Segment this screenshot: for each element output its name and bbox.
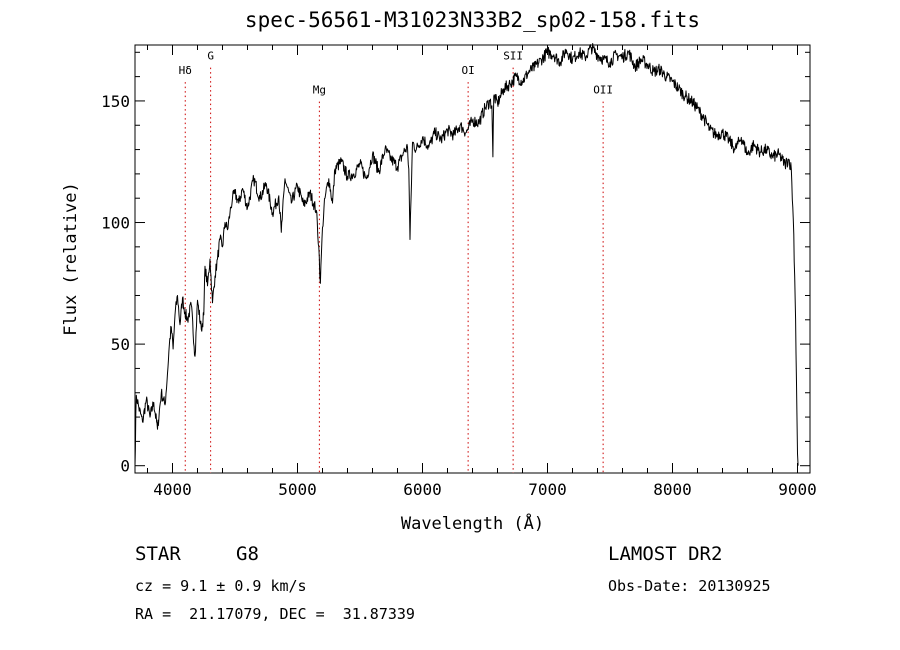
plot-layer: 4000 5000 6000 7000 8000 9000 0 50 100 150 Wavelen…: [61, 43, 817, 534]
spectrum-line: [134, 43, 799, 466]
line-label-oi: OI: [462, 64, 475, 77]
line-label-sii: SII: [503, 50, 523, 63]
line-label-mg: Mg: [313, 84, 326, 97]
x-tick-label: 7000: [528, 480, 567, 499]
x-tick-label: 6000: [403, 480, 442, 499]
y-tick-label: 150: [101, 92, 130, 111]
line-label-g: G: [207, 50, 214, 63]
y-tick-label: 100: [101, 214, 130, 233]
x-tick-label: 8000: [653, 480, 692, 499]
object-subclass: G8: [236, 543, 259, 565]
x-tick-label: 5000: [278, 480, 317, 499]
obs-date-text: Obs-Date: 20130925: [608, 577, 771, 595]
y-axis-label: Flux (relative): [61, 182, 81, 336]
redshift-text: cz = 9.1 ± 0.9 km/s: [135, 577, 307, 595]
y-tick-label: 0: [120, 457, 130, 476]
line-label-hδ: Hδ: [179, 64, 192, 77]
chart-title: spec-56561-M31023N33B2_sp02-158.fits: [244, 8, 701, 32]
coordinates-text: RA = 21.17079, DEC = 31.87339: [135, 605, 415, 623]
x-tick-label: 4000: [153, 480, 192, 499]
y-tick-label: 50: [111, 335, 130, 354]
plot-frame: [134, 44, 811, 474]
line-label-oii: OII: [593, 84, 613, 97]
x-tick-label: 9000: [778, 480, 817, 499]
survey-label: LAMOST DR2: [608, 543, 723, 565]
x-axis-label: Wavelength (Å): [401, 512, 544, 534]
object-class: STAR: [135, 543, 181, 565]
